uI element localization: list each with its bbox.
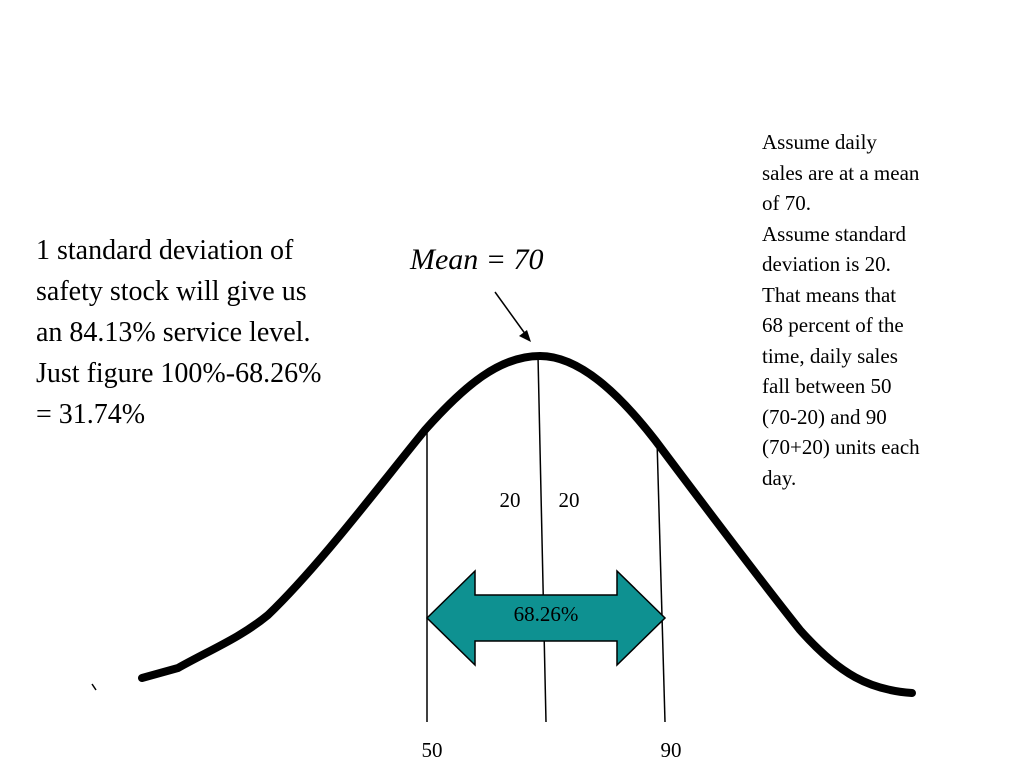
mean-line: [537, 355, 547, 723]
right-sd-label: 20: [559, 488, 580, 512]
note-line: safety stock will give us: [36, 276, 307, 307]
assumption-line: deviation is 20.: [762, 252, 891, 276]
range-percent-label: 68.26%: [514, 602, 579, 626]
note-line: an 84.13% service level.: [36, 317, 311, 348]
assumption-line: 68 percent of the: [762, 313, 904, 337]
assumption-line: time, daily sales: [762, 343, 898, 368]
assumption-line: of 70.: [762, 191, 811, 215]
note-line: Just figure 100%-68.26%: [36, 358, 322, 389]
upper-bound-label: 90: [661, 738, 682, 762]
assumption-line: Assume standard: [762, 221, 907, 246]
note-line: = 31.74%: [36, 399, 146, 430]
bell-curve: [138, 352, 916, 697]
left-sd-label: 20: [500, 488, 521, 512]
mean-label: Mean = 70: [410, 243, 544, 276]
assumption-line: fall between 50: [762, 374, 892, 398]
assumption-line: (70-20) and 90: [762, 404, 887, 429]
assumption-line: Assume daily: [762, 130, 877, 154]
note-line: 1 standard deviation of: [36, 235, 294, 266]
assumption-line: sales are at a mean: [762, 160, 920, 185]
assumptions-note: Assume daily sales are at a mean of 70. …: [762, 127, 962, 493]
mean-pointer-arrowhead: [519, 330, 531, 342]
curve-tail-mark: [91, 683, 97, 691]
assumption-line: That means that: [762, 282, 897, 307]
assumption-line: (70+20) units each: [762, 435, 920, 459]
upper-bound-line: [656, 439, 666, 723]
mean-pointer-arrow: [494, 291, 527, 336]
lower-bound-label: 50: [422, 738, 443, 762]
assumption-line: day.: [762, 465, 797, 490]
range-double-arrow: [425, 569, 667, 667]
safety-stock-note: 1 standard deviation of safety stock wil…: [36, 230, 396, 435]
